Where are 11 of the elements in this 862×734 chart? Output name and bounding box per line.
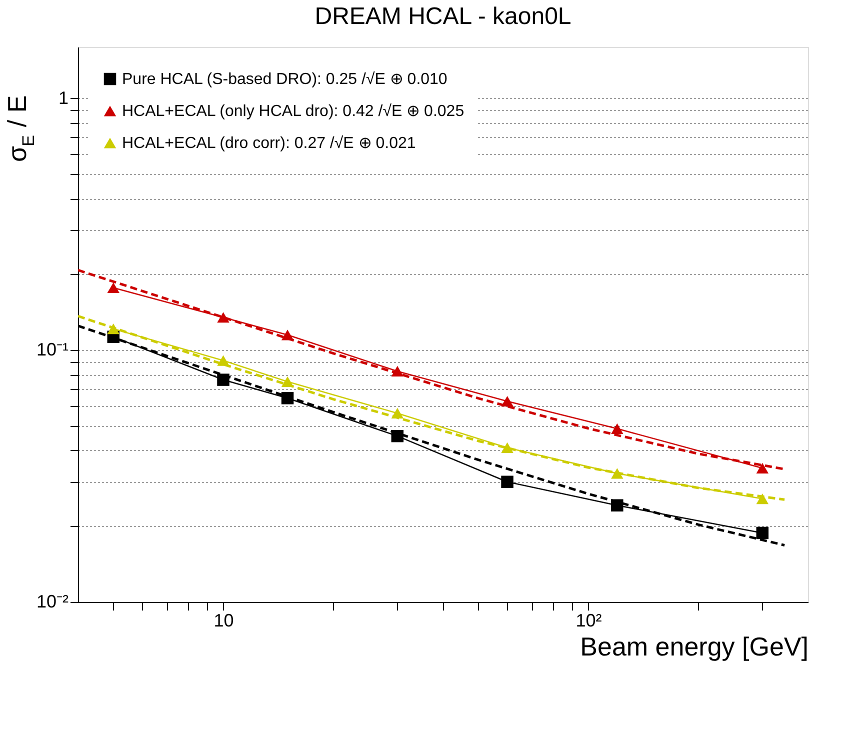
y-tick-label: 10⁻² [36, 592, 69, 612]
y-tick-label: 10⁻¹ [36, 340, 69, 360]
x-tick-label: 10 [214, 610, 234, 630]
y-tick-label: 1 [58, 88, 68, 108]
legend-label: Pure HCAL (S-based DRO): 0.25 /√E ⊕ 0.010 [122, 71, 448, 88]
legend-label: HCAL+ECAL (dro corr): 0.27 /√E ⊕ 0.021 [122, 135, 416, 152]
legend-label: HCAL+ECAL (only HCAL dro): 0.42 /√E ⊕ 0.025 [122, 103, 464, 120]
x-axis-title: Beam energy [GeV] [580, 632, 808, 662]
y-axis-title: σE / E [2, 95, 38, 162]
chart-title: DREAM HCAL - kaon0L [314, 3, 572, 30]
x-tick-label: 10² [576, 610, 602, 630]
